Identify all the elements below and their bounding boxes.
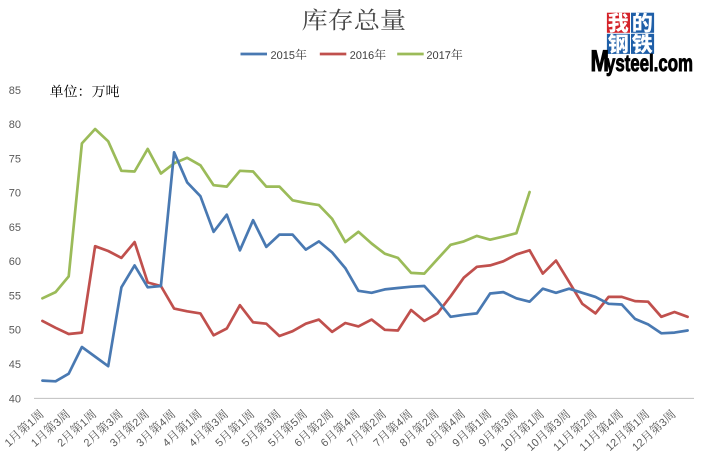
- svg-text:50: 50: [9, 325, 21, 337]
- svg-text:45: 45: [9, 359, 21, 371]
- svg-text:70: 70: [9, 188, 21, 200]
- svg-text:40: 40: [9, 393, 21, 405]
- svg-text:60: 60: [9, 256, 21, 268]
- svg-text:65: 65: [9, 222, 21, 234]
- svg-text:80: 80: [9, 119, 21, 131]
- svg-text:75: 75: [9, 153, 21, 165]
- svg-text:55: 55: [9, 291, 21, 303]
- svg-text:85: 85: [9, 85, 21, 97]
